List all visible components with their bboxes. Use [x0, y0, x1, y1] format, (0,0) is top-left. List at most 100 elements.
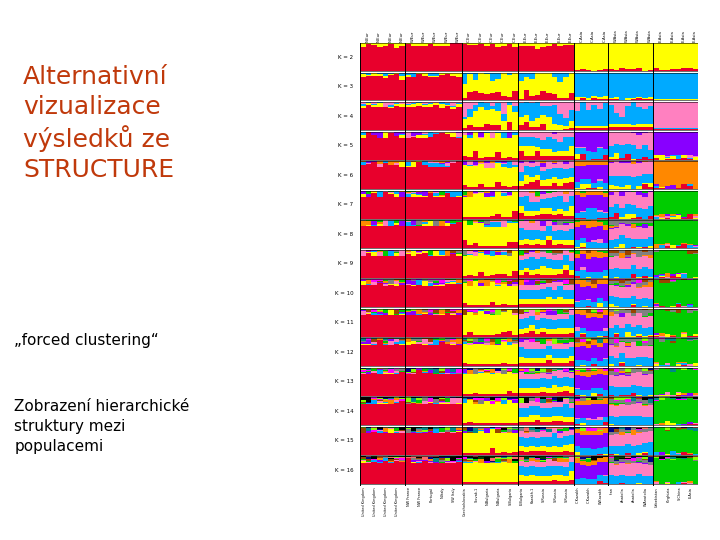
Bar	[507, 431, 513, 433]
Bar	[608, 304, 613, 307]
Bar	[439, 309, 444, 310]
Bar	[416, 74, 422, 100]
Bar	[360, 402, 366, 403]
Bar	[585, 370, 591, 373]
Bar	[501, 73, 507, 96]
Bar	[591, 419, 597, 420]
Bar	[484, 368, 490, 369]
Bar	[535, 315, 541, 320]
Bar	[659, 275, 665, 276]
Bar	[613, 400, 619, 401]
Bar	[462, 315, 467, 335]
Bar	[613, 446, 619, 454]
Bar	[478, 224, 484, 246]
Bar	[529, 374, 535, 379]
Bar	[478, 423, 484, 425]
Bar	[619, 117, 625, 124]
Bar	[687, 398, 693, 422]
Bar	[619, 218, 625, 219]
Bar	[513, 161, 518, 165]
Bar	[360, 315, 366, 336]
Bar	[439, 315, 444, 336]
Bar	[529, 240, 535, 245]
Bar	[535, 456, 541, 457]
Bar	[445, 309, 450, 312]
Bar	[523, 462, 529, 467]
Bar	[552, 157, 557, 159]
Bar	[648, 310, 653, 313]
Bar	[360, 77, 366, 100]
Bar	[416, 458, 422, 459]
Bar	[518, 73, 523, 81]
Bar	[484, 309, 490, 311]
Bar	[681, 191, 687, 217]
Bar	[580, 254, 585, 267]
Bar	[478, 305, 484, 307]
Bar	[450, 163, 456, 189]
Bar	[636, 195, 642, 207]
Bar	[518, 437, 523, 446]
Bar	[557, 328, 563, 334]
Bar	[563, 102, 569, 118]
Bar	[681, 363, 687, 365]
Bar	[603, 427, 608, 428]
Bar	[478, 373, 484, 394]
Bar	[366, 403, 372, 425]
Bar	[416, 339, 422, 341]
Bar	[462, 117, 467, 119]
Bar	[575, 250, 580, 254]
Bar	[529, 46, 535, 71]
Bar	[681, 68, 687, 71]
Bar	[585, 286, 591, 299]
Bar	[400, 431, 405, 433]
Bar	[591, 393, 597, 396]
Bar	[518, 161, 523, 163]
Bar	[642, 406, 648, 417]
Bar	[625, 459, 631, 460]
Bar	[518, 117, 523, 125]
Bar	[619, 353, 625, 362]
Bar	[569, 309, 575, 310]
Bar	[563, 73, 569, 77]
Bar	[563, 178, 569, 183]
Bar	[400, 310, 405, 312]
Bar	[541, 299, 546, 304]
Bar	[501, 304, 507, 307]
Bar	[575, 102, 580, 111]
Bar	[473, 220, 478, 221]
Bar	[687, 339, 693, 340]
Bar	[410, 398, 416, 402]
Bar	[648, 346, 653, 347]
Text: United Kingdom: United Kingdom	[361, 487, 366, 516]
Bar	[523, 215, 529, 219]
Bar	[416, 161, 422, 189]
Bar	[625, 279, 631, 281]
Bar	[484, 246, 490, 248]
Bar	[603, 368, 608, 369]
Bar	[676, 73, 681, 99]
Bar	[450, 191, 456, 197]
Bar	[513, 211, 518, 219]
Bar	[416, 103, 422, 106]
Bar	[507, 423, 513, 425]
Bar	[366, 197, 372, 219]
Bar	[405, 166, 410, 167]
Bar	[513, 430, 518, 433]
Bar	[478, 459, 484, 463]
Bar	[535, 334, 541, 336]
Bar	[439, 427, 444, 428]
Bar	[648, 387, 653, 395]
Bar	[613, 256, 619, 267]
Bar	[467, 339, 473, 341]
Bar	[597, 272, 603, 278]
Bar	[648, 347, 653, 357]
Bar	[388, 459, 394, 461]
Bar	[439, 397, 444, 399]
Bar	[366, 310, 372, 312]
Bar	[648, 406, 653, 416]
Bar	[552, 368, 557, 369]
Bar	[529, 415, 535, 422]
Bar	[513, 165, 518, 167]
Bar	[575, 399, 580, 401]
Bar	[659, 339, 665, 342]
